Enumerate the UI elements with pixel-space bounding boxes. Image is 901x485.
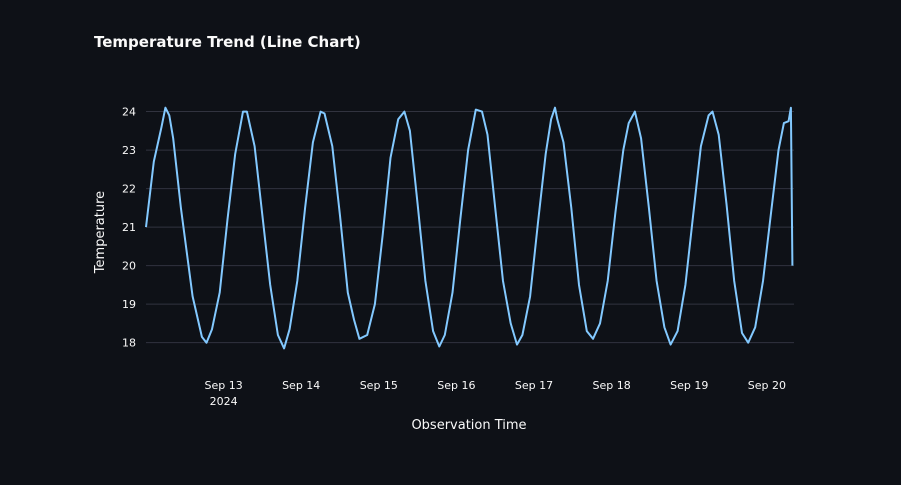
x-tick-sublabel: 2024 [210, 395, 238, 408]
x-tick-label: Sep 19 [670, 379, 708, 392]
x-tick-label: Sep 15 [360, 379, 398, 392]
y-tick-label: 24 [122, 106, 136, 119]
series-layer [145, 106, 794, 350]
grid-lines [146, 111, 794, 344]
x-axis-ticks: Sep 13 2024 Sep 14 Sep 15 Sep 16 Sep 17 Sep 18… [204, 379, 785, 408]
y-tick-label: 20 [122, 260, 136, 273]
x-axis-title: Observation Time [411, 418, 526, 433]
x-tick-label: Sep 13 [204, 379, 242, 392]
y-tick-label: 18 [122, 337, 136, 350]
x-tick-label: Sep 14 [282, 379, 320, 392]
x-tick-label: Sep 16 [437, 379, 475, 392]
y-tick-label: 21 [122, 221, 136, 234]
y-axis-ticks: 18 19 20 21 22 23 24 [122, 106, 136, 350]
x-tick-label: Sep 20 [748, 379, 786, 392]
y-axis-title: Temperature [93, 191, 108, 274]
y-tick-label: 22 [122, 183, 136, 196]
series-line-temperature[interactable] [145, 106, 794, 350]
y-tick-label: 23 [122, 144, 136, 157]
chart-title: Temperature Trend (Line Chart) [94, 33, 361, 51]
x-tick-label: Sep 17 [515, 379, 553, 392]
x-tick-label: Sep 18 [593, 379, 631, 392]
y-tick-label: 19 [122, 298, 136, 311]
